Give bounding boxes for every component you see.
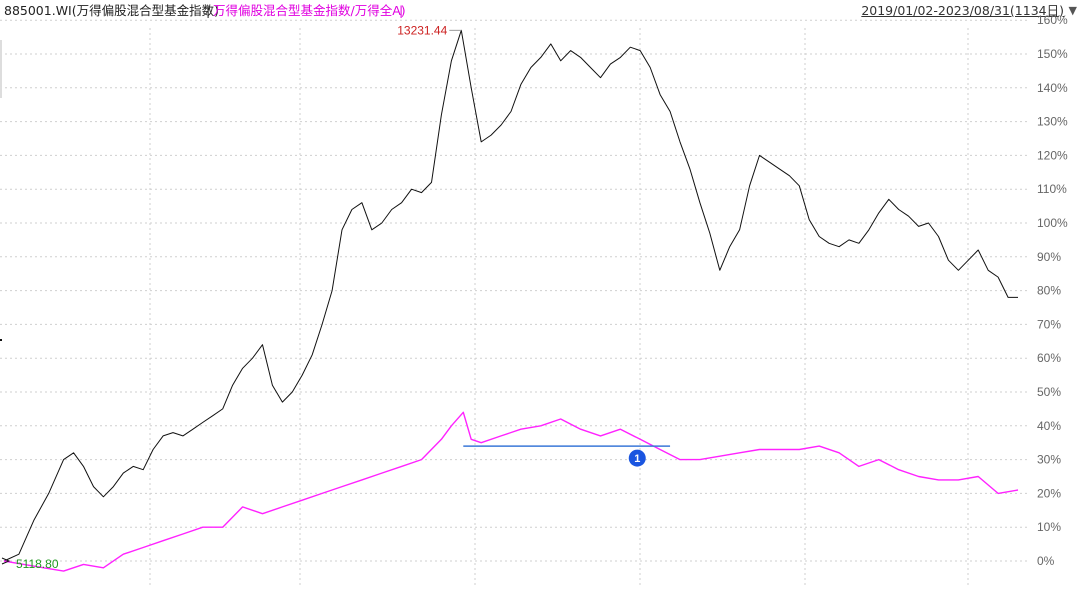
y-tick-label: 100% bbox=[1037, 216, 1068, 230]
title-separator-end: | bbox=[399, 3, 404, 18]
y-tick-label: 150% bbox=[1037, 47, 1068, 61]
y-tick-label: 110% bbox=[1037, 182, 1067, 196]
y-tick-label: 70% bbox=[1037, 317, 1061, 331]
main-index-line[interactable] bbox=[3, 29, 1018, 562]
event-marker-label: 1 bbox=[634, 453, 640, 465]
min-value-label: 5118.80 bbox=[16, 557, 59, 571]
y-tick-label: 20% bbox=[1037, 486, 1061, 500]
y-tick-label: 30% bbox=[1037, 453, 1061, 467]
y-tick-label: 140% bbox=[1037, 81, 1068, 95]
y-tick-label: 120% bbox=[1037, 148, 1068, 162]
y-tick-label: 90% bbox=[1037, 250, 1061, 264]
y-tick-label: 130% bbox=[1037, 115, 1068, 129]
start-arrow-icon bbox=[1, 557, 11, 565]
max-value-label: 13231.44 bbox=[397, 23, 447, 37]
event-marker[interactable] bbox=[628, 449, 646, 467]
chart-header: 885001.WI(万得偏股混合型基金指数) | 万得偏股混合型基金指数/万得全… bbox=[0, 0, 1080, 22]
grid bbox=[0, 19, 1030, 585]
y-tick-label: 60% bbox=[1037, 351, 1061, 365]
y-axis: 0% 10% 20% 30% 40% 50% 60% 70% 80% 90% 100% 110% 120… bbox=[1037, 13, 1068, 568]
annotations: 13231.44 5118.80 1 bbox=[0, 23, 671, 571]
y-tick-label: 160% bbox=[1037, 13, 1068, 27]
y-tick-label: 50% bbox=[1037, 385, 1061, 399]
y-tick-label: 40% bbox=[1037, 419, 1061, 433]
series-layer bbox=[3, 29, 1019, 572]
y-tick-label: 10% bbox=[1037, 520, 1061, 534]
ratio-line[interactable] bbox=[3, 411, 1019, 572]
y-tick-label: 0% bbox=[1037, 554, 1055, 568]
date-range-selector[interactable]: 2019/01/02-2023/08/31(1134日) bbox=[861, 3, 1064, 18]
ratio-series-title[interactable]: 万得偏股混合型基金指数/万得全A) bbox=[213, 3, 406, 18]
y-tick-label: 80% bbox=[1037, 284, 1061, 298]
index-title[interactable]: 885001.WI(万得偏股混合型基金指数) bbox=[4, 3, 219, 18]
title-separator: | bbox=[206, 3, 211, 18]
triangle-down-icon[interactable]: ▼ bbox=[1068, 4, 1077, 17]
